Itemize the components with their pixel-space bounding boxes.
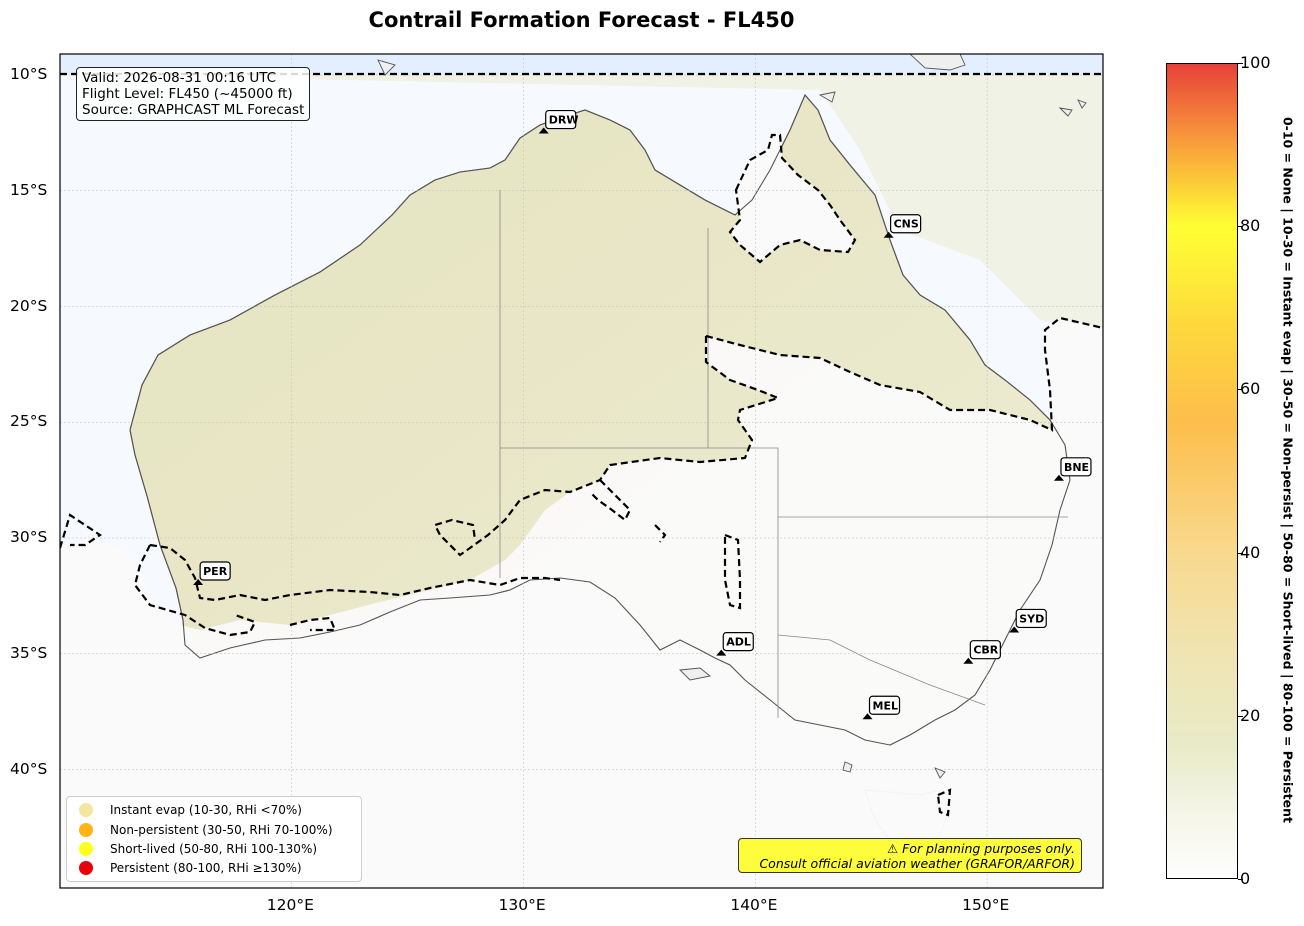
colorbar-tick-label: 0 <box>1240 869 1251 888</box>
lon-tick-label: 120°E <box>266 896 314 914</box>
colorbar-tick-mark <box>1238 879 1243 880</box>
colorbar-tick-mark <box>1238 552 1243 554</box>
legend-label-shortlived: Short-lived (50-80, RHi 100-130%) <box>110 842 318 856</box>
airport-label: PER <box>203 565 228 578</box>
tropic-band <box>60 54 1103 74</box>
legend-item-shortlived: Short-lived (50-80, RHi 100-130%) <box>79 840 317 858</box>
airport-label-box <box>1060 457 1092 477</box>
source-text: Source: GRAPHCAST ML Forecast <box>82 102 305 118</box>
airport-layer: DRW CNS BNE PER ADL SYD CBR MEL <box>193 109 1092 720</box>
colorbar-tick-label: 80 <box>1240 216 1261 236</box>
colorbar-tick-label: 20 <box>1240 705 1261 725</box>
colorbar-tick-label: 40 <box>1240 542 1261 562</box>
airport-label: BNE <box>1064 461 1089 474</box>
lat-tick-label: 40°S <box>10 759 48 778</box>
colorbar-tick-mark <box>1238 389 1243 391</box>
legend-label-instant: Instant evap (10-30, RHi <70%) <box>110 803 302 817</box>
airport-label-box <box>868 695 901 715</box>
airport-label-box <box>890 214 922 234</box>
airport-marker-syd[interactable]: SYD <box>1009 608 1047 633</box>
colorbar-tick-mark <box>1238 715 1243 717</box>
coastline <box>129 93 1071 746</box>
chart-title: Contrail Formation Forecast - FL450 <box>368 8 795 32</box>
colorbar-tick-mark <box>1238 226 1243 228</box>
colorbar <box>1166 63 1238 879</box>
gulf-low-region <box>730 135 855 262</box>
colorbar-tick-mark <box>1238 63 1243 64</box>
map-frame <box>59 53 1104 889</box>
lat-tick-label: 35°S <box>10 643 48 662</box>
legend-dot-shortlived <box>79 842 93 856</box>
airport-triangle-icon <box>862 713 873 720</box>
info-box: Valid: 2026-08-31 00:16 UTC Flight Level… <box>76 67 311 121</box>
airport-triangle-icon <box>963 657 974 664</box>
airport-label: CNS <box>894 218 919 231</box>
legend-dot-persistent <box>79 861 93 875</box>
legend-item-instant: Instant evap (10-30, RHi <70%) <box>79 801 302 819</box>
lat-tick-label: 25°S <box>10 412 48 431</box>
airport-triangle-icon <box>1053 474 1064 481</box>
nearby-islands <box>377 54 1087 779</box>
colorbar-tick-label: 60 <box>1240 379 1261 399</box>
colorbar-gradient <box>1166 63 1238 879</box>
colorbar-tick-label: 100 <box>1240 53 1271 72</box>
airport-triangle-icon <box>716 649 727 656</box>
lon-tick-label: 150°E <box>962 896 1010 914</box>
airport-label: SYD <box>1019 612 1044 625</box>
disclaimer-box: ⚠ For planning purposes only. Consult of… <box>738 838 1082 873</box>
airport-marker-per[interactable]: PER <box>193 561 231 585</box>
airport-label: CBR <box>973 644 998 657</box>
airport-label-box <box>545 109 577 130</box>
disclaimer-line1: ⚠ For planning purposes only. <box>887 841 1075 856</box>
low-risk-region <box>60 318 1103 888</box>
airport-label: MEL <box>873 699 898 712</box>
colorbar-label-text: 0-10 = None | 10-30 = Instant evap | 30-… <box>1280 116 1296 824</box>
airport-marker-cbr[interactable]: CBR <box>963 640 1001 664</box>
airport-triangle-icon <box>1009 626 1020 633</box>
airport-marker-adl[interactable]: ADL <box>716 631 754 656</box>
lat-tick-label: 20°S <box>10 296 48 315</box>
colorbar-label: 0-10 = None | 10-30 = Instant evap | 30-… <box>1278 70 1298 870</box>
contour-lines <box>60 72 1103 817</box>
airport-triangle-icon <box>883 231 894 238</box>
airport-triangle-icon <box>538 127 549 134</box>
legend-label-persistent: Persistent (80-100, RHi ≥130%) <box>110 861 302 875</box>
airport-marker-drw[interactable]: DRW <box>538 109 579 134</box>
airport-label-box <box>722 631 754 652</box>
airport-label-box <box>199 561 231 581</box>
airport-label: DRW <box>549 114 579 127</box>
lat-tick-label: 30°S <box>10 528 48 546</box>
airport-label-box <box>969 640 1001 660</box>
lon-tick-label: 130°E <box>498 896 546 914</box>
airport-marker-bne[interactable]: BNE <box>1053 457 1092 481</box>
legend-item-nonpersistent: Non-persistent (30-50, RHi 70-100%) <box>79 821 333 839</box>
flight-level-text: Flight Level: FL450 (~45000 ft) <box>82 86 293 102</box>
legend-dot-nonpersistent <box>79 823 93 837</box>
disclaimer-line2: Consult official aviation weather (GRAFO… <box>759 856 1075 871</box>
lat-tick-label: 15°S <box>10 180 48 199</box>
northern-band <box>60 74 1103 330</box>
legend-dot-instant <box>79 803 93 817</box>
legend-label-nonpersistent: Non-persistent (30-50, RHi 70-100%) <box>110 823 333 837</box>
airport-triangle-icon <box>193 578 204 585</box>
airport-label: ADL <box>726 636 751 649</box>
state-borders <box>499 190 1068 718</box>
lon-tick-label: 140°E <box>730 896 778 914</box>
legend-item-persistent: Persistent (80-100, RHi ≥130%) <box>79 859 302 877</box>
legend: Instant evap (10-30, RHi <70%) Non-persi… <box>66 796 362 882</box>
lat-tick-label: 10°S <box>10 65 48 83</box>
airport-label-box <box>1015 608 1047 629</box>
airport-marker-mel[interactable]: MEL <box>862 695 901 720</box>
airport-marker-cns[interactable]: CNS <box>883 214 922 238</box>
valid-time-text: Valid: 2026-08-31 00:16 UTC <box>82 70 277 86</box>
